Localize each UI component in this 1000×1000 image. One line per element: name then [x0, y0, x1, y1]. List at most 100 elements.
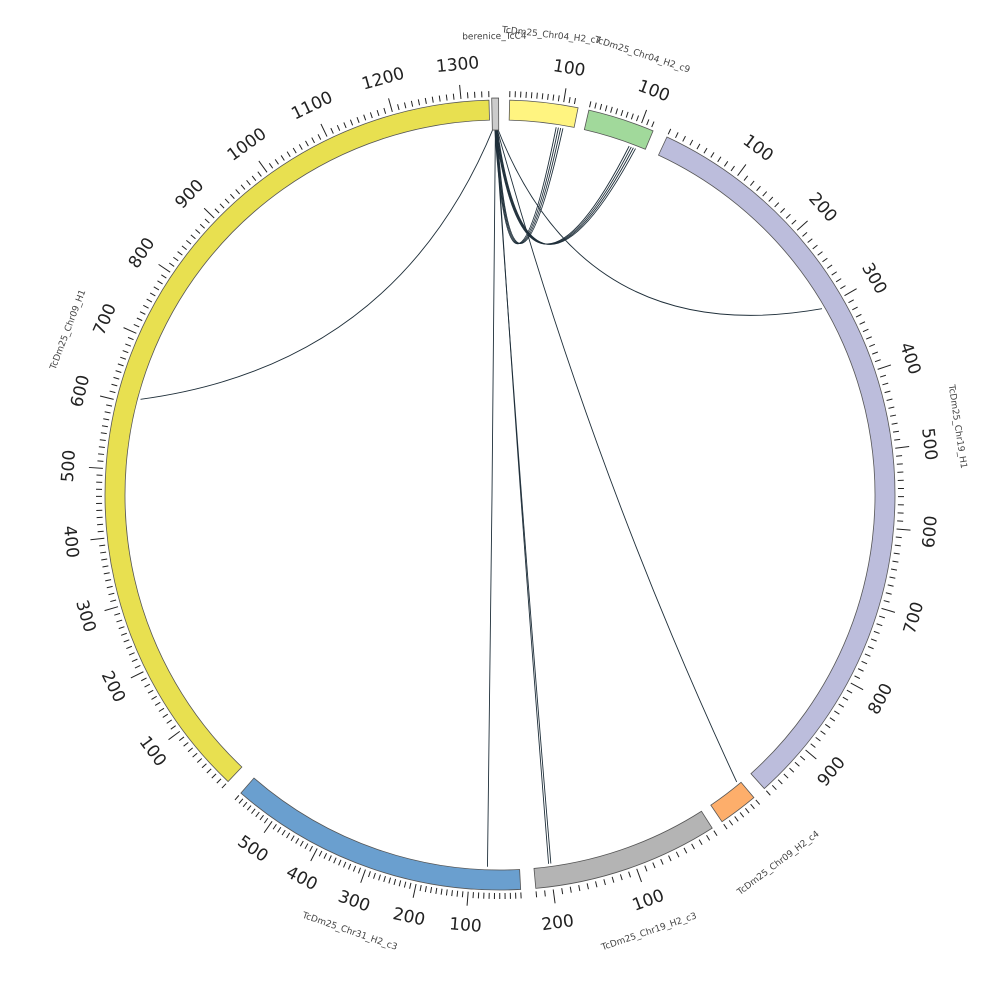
- minor-tick: [541, 93, 544, 100]
- major-tick: [412, 883, 417, 898]
- minor-tick: [103, 418, 110, 421]
- minor-tick: [133, 323, 140, 328]
- minor-tick: [890, 568, 898, 571]
- minor-tick: [842, 696, 849, 701]
- minor-tick: [889, 576, 896, 579]
- major-tick: [896, 528, 911, 531]
- minor-tick: [157, 280, 163, 285]
- minor-tick: [106, 585, 113, 589]
- minor-tick: [536, 92, 538, 99]
- major-tick: [158, 263, 171, 273]
- minor-tick: [363, 114, 367, 121]
- minor-tick: [445, 889, 448, 896]
- link-berenice-chr09h1: [140, 122, 496, 400]
- minor-tick: [216, 778, 222, 784]
- minor-tick: [431, 96, 434, 103]
- ticks-layer: [88, 84, 911, 906]
- minor-tick: [242, 801, 248, 808]
- minor-tick: [99, 439, 106, 442]
- major-tick: [123, 327, 137, 334]
- minor-tick: [768, 196, 774, 202]
- minor-tick: [259, 814, 264, 821]
- minor-tick: [668, 855, 672, 862]
- major-tick: [796, 220, 808, 231]
- segment-chr19h1: [657, 136, 896, 790]
- minor-tick: [869, 343, 876, 348]
- minor-tick: [323, 853, 328, 859]
- minor-tick: [834, 710, 840, 715]
- minor-tick: [162, 713, 169, 718]
- minor-tick: [173, 256, 179, 262]
- minor-tick: [892, 430, 900, 433]
- minor-tick: [356, 116, 360, 123]
- minor-tick: [100, 551, 107, 554]
- minor-tick: [660, 858, 664, 865]
- tick-label-chr19c3: 200: [540, 911, 575, 935]
- segment-label-chr04c7: TcDm25_Chr04_H2_c7: [500, 25, 601, 46]
- tick-label-chr19h1: 300: [857, 260, 891, 298]
- minor-tick: [544, 890, 546, 897]
- minor-tick: [810, 743, 816, 748]
- minor-tick: [848, 299, 854, 304]
- minor-tick: [892, 560, 899, 563]
- minor-tick: [114, 612, 121, 616]
- minor-tick: [398, 880, 402, 887]
- major-tick: [850, 682, 864, 691]
- minor-tick: [343, 122, 347, 129]
- minor-tick: [181, 245, 187, 251]
- minor-tick: [865, 336, 872, 340]
- major-tick: [466, 891, 469, 906]
- minor-tick: [149, 292, 156, 297]
- minor-tick: [838, 703, 845, 708]
- minor-tick: [887, 584, 894, 587]
- minor-tick: [651, 121, 655, 128]
- minor-tick: [820, 730, 826, 735]
- minor-tick: [118, 626, 125, 630]
- minor-tick: [240, 184, 246, 190]
- segment-chr31c3: [240, 777, 522, 891]
- minor-tick: [675, 132, 679, 139]
- minor-tick: [857, 668, 864, 672]
- minor-tick: [290, 835, 295, 842]
- minor-tick: [890, 414, 897, 417]
- minor-tick: [251, 175, 257, 182]
- minor-tick: [891, 422, 898, 425]
- minor-tick: [717, 156, 722, 163]
- segment-label-chr19c3: TcDm25_Chr19_H2_c3: [599, 911, 698, 953]
- link-berenice-chr31c3: [487, 123, 496, 867]
- tick-label-chr09h1: 600: [67, 373, 94, 409]
- minor-tick: [403, 881, 407, 888]
- minor-tick: [117, 363, 124, 367]
- minor-tick: [104, 411, 111, 414]
- minor-tick: [771, 784, 777, 791]
- minor-tick: [586, 883, 589, 890]
- segment-chr04c7: [508, 99, 579, 128]
- minor-tick: [97, 530, 104, 533]
- minor-tick: [625, 111, 629, 118]
- major-tick: [360, 869, 366, 883]
- tick-label-chr09h1: 200: [97, 668, 129, 706]
- major-tick: [130, 671, 144, 679]
- segment-label-chr09c4: TcDm25_Chr09_H2_c4: [735, 829, 822, 898]
- minor-tick: [824, 723, 831, 729]
- minor-tick: [603, 879, 606, 886]
- labels-layer: berenice_TcC4100TcDm25_Chr04_H2_c7100TcD…: [48, 25, 968, 953]
- tick-label-chr31c3: 100: [448, 914, 482, 937]
- minor-tick: [604, 105, 608, 112]
- minor-tick: [894, 544, 901, 547]
- segment-berenice: [491, 97, 500, 131]
- minor-tick: [328, 855, 332, 862]
- minor-tick: [161, 274, 167, 279]
- major-tick: [552, 889, 556, 904]
- minor-tick: [589, 101, 592, 108]
- major-tick: [877, 364, 892, 370]
- minor-tick: [855, 313, 862, 318]
- minor-tick: [894, 438, 901, 441]
- segment-label-chr04c9: TcDm25_Chr04_H2_c9: [592, 35, 691, 76]
- minor-tick: [246, 180, 251, 186]
- minor-tick: [127, 336, 134, 341]
- minor-tick: [419, 885, 422, 892]
- minor-tick: [573, 98, 577, 105]
- minor-tick: [829, 717, 836, 722]
